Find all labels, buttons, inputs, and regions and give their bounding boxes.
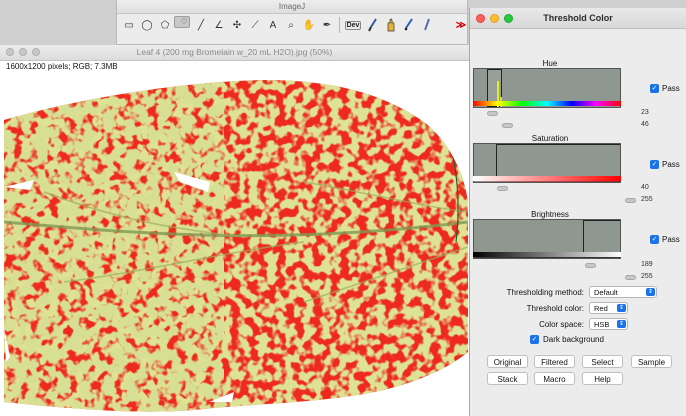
slider-knob[interactable] bbox=[502, 123, 513, 128]
color-space-row: Color space: HSB ⇕ bbox=[470, 318, 628, 330]
hue-min-slider[interactable] bbox=[473, 111, 636, 116]
hue-pass-checkbox[interactable]: ✓ Pass bbox=[650, 84, 680, 93]
color-space-label: Color space: bbox=[539, 319, 584, 329]
brightness-gradient bbox=[473, 252, 621, 257]
brush-tool-icon[interactable] bbox=[365, 16, 381, 34]
threshold-method-row: Thresholding method: Default ⇕ bbox=[470, 286, 657, 298]
dev-label: Dev bbox=[344, 20, 362, 30]
hue-min-value: 23 bbox=[641, 109, 649, 116]
threshold-color-value: Red bbox=[594, 304, 608, 313]
threshold-method-select[interactable]: Default ⇕ bbox=[589, 286, 657, 298]
select-button[interactable]: Select bbox=[582, 355, 623, 368]
image-window-titlebar: Leaf 4 (200 mg Bromelain w_20 mL H2O).jp… bbox=[0, 45, 469, 61]
text-tool-icon[interactable]: A bbox=[269, 19, 277, 31]
pipette-tool-icon[interactable] bbox=[401, 16, 417, 34]
chevron-updown-icon: ⇕ bbox=[617, 304, 626, 312]
angle-tool-icon[interactable]: ∠ bbox=[214, 19, 224, 31]
checkbox-checked-icon: ✓ bbox=[650, 235, 659, 244]
point-tool-icon[interactable]: ✣ bbox=[232, 19, 242, 31]
saturation-gradient bbox=[473, 176, 621, 181]
stack-button[interactable]: Stack bbox=[487, 372, 528, 385]
slider-knob[interactable] bbox=[487, 111, 498, 116]
slider-knob[interactable] bbox=[497, 186, 508, 191]
minimize-window-icon[interactable] bbox=[490, 14, 499, 23]
hue-pass-label: Pass bbox=[662, 84, 680, 93]
image-info: 1600x1200 pixels; RGB; 7.3MB bbox=[0, 61, 469, 72]
saturation-max-value: 255 bbox=[641, 196, 653, 203]
color-space-value: HSB bbox=[594, 320, 610, 329]
chevron-updown-icon: ⇕ bbox=[617, 320, 626, 328]
threshold-color-label: Threshold color: bbox=[526, 303, 584, 313]
tool-row: ▭ ◯ ⬠ ♡ ╱ ∠ ✣ ⟋ A ⌕ ✋ ✒ Dev ≫ bbox=[119, 16, 467, 36]
sample-button[interactable]: Sample bbox=[631, 355, 672, 368]
hue-label: Hue bbox=[542, 59, 558, 68]
toolbar-separator bbox=[339, 17, 340, 33]
hue-max-value: 46 bbox=[641, 121, 649, 128]
saturation-pass-checkbox[interactable]: ✓ Pass bbox=[650, 160, 680, 169]
brightness-label: Brightness bbox=[531, 210, 569, 219]
color-space-select[interactable]: HSB ⇕ bbox=[589, 318, 628, 330]
saturation-max-slider[interactable] bbox=[473, 198, 636, 203]
filtered-button[interactable]: Filtered bbox=[534, 355, 575, 368]
window-controls bbox=[476, 14, 513, 23]
minimize-window-icon[interactable] bbox=[19, 48, 27, 56]
macro-button[interactable]: Macro bbox=[534, 372, 575, 385]
freehand-tool-icon[interactable]: ♡ bbox=[174, 16, 190, 28]
hue-peak bbox=[497, 81, 499, 107]
zoom-tool-icon[interactable]: ⌕ bbox=[288, 19, 294, 31]
brightness-pass-checkbox[interactable]: ✓ Pass bbox=[650, 235, 680, 244]
imagej-toolbar-window: ImageJ ▭ ◯ ⬠ ♡ ╱ ∠ ✣ ⟋ A ⌕ ✋ ✒ Dev ≫ bbox=[116, 0, 468, 45]
threshold-color-window: Threshold Color Hue ✓ Pass 23 46 Saturati… bbox=[469, 8, 686, 416]
dark-background-label: Dark background bbox=[543, 335, 604, 344]
brightness-min-slider[interactable] bbox=[473, 263, 636, 268]
checkbox-checked-icon: ✓ bbox=[650, 160, 659, 169]
pencil-tool-icon[interactable] bbox=[419, 16, 435, 34]
leaf-thresholded bbox=[4, 80, 468, 412]
dev-menu-button[interactable]: Dev bbox=[343, 16, 363, 34]
color-picker-tool-icon[interactable]: ✒ bbox=[322, 19, 332, 31]
hue-max-slider[interactable] bbox=[473, 123, 636, 128]
wand-tool-icon[interactable]: ⟋ bbox=[251, 19, 259, 31]
hue-spectrum bbox=[473, 101, 621, 106]
slider-knob[interactable] bbox=[625, 198, 636, 203]
leaf-image-canvas[interactable] bbox=[4, 72, 468, 416]
stamp-tool-icon[interactable] bbox=[383, 16, 399, 34]
brightness-max-slider[interactable] bbox=[473, 275, 636, 280]
chevron-updown-icon: ⇕ bbox=[646, 288, 655, 296]
threshold-method-value: Default bbox=[594, 288, 618, 297]
zoom-window-icon[interactable] bbox=[32, 48, 40, 56]
image-title: Leaf 4 (200 mg Bromelain w_20 mL H2O).jp… bbox=[136, 47, 333, 57]
help-button[interactable]: Help bbox=[582, 372, 623, 385]
close-window-icon[interactable] bbox=[6, 48, 14, 56]
checkbox-checked-icon: ✓ bbox=[650, 84, 659, 93]
close-window-icon[interactable] bbox=[476, 14, 485, 23]
hand-tool-icon[interactable]: ✋ bbox=[302, 19, 316, 31]
dark-background-checkbox[interactable]: ✓ Dark background bbox=[530, 335, 604, 344]
oval-tool-icon[interactable]: ◯ bbox=[141, 19, 153, 31]
more-tools-icon[interactable]: ≫ bbox=[455, 19, 467, 31]
zoom-window-icon[interactable] bbox=[504, 14, 513, 23]
saturation-pass-label: Pass bbox=[662, 160, 680, 169]
saturation-label: Saturation bbox=[531, 134, 569, 143]
rectangle-tool-icon[interactable]: ▭ bbox=[124, 19, 134, 31]
threshold-color-row: Threshold color: Red ⇕ bbox=[470, 302, 628, 314]
brightness-max-value: 255 bbox=[641, 273, 653, 280]
line-tool-icon[interactable]: ╱ bbox=[197, 19, 205, 31]
image-window: Leaf 4 (200 mg Bromelain w_20 mL H2O).jp… bbox=[0, 45, 470, 416]
window-controls bbox=[6, 48, 40, 56]
slider-knob[interactable] bbox=[625, 275, 636, 280]
threshold-method-label: Thresholding method: bbox=[506, 287, 584, 297]
threshold-titlebar: Threshold Color bbox=[470, 8, 686, 29]
polygon-tool-icon[interactable]: ⬠ bbox=[160, 19, 170, 31]
brightness-min-value: 189 bbox=[641, 261, 653, 268]
toolbar-title: ImageJ bbox=[117, 0, 467, 14]
saturation-min-value: 40 bbox=[641, 184, 649, 191]
slider-knob[interactable] bbox=[585, 263, 596, 268]
original-button[interactable]: Original bbox=[487, 355, 528, 368]
threshold-color-select[interactable]: Red ⇕ bbox=[589, 302, 628, 314]
checkbox-checked-icon: ✓ bbox=[530, 335, 539, 344]
brightness-pass-label: Pass bbox=[662, 235, 680, 244]
saturation-min-slider[interactable] bbox=[473, 186, 636, 191]
threshold-title: Threshold Color bbox=[543, 13, 613, 23]
